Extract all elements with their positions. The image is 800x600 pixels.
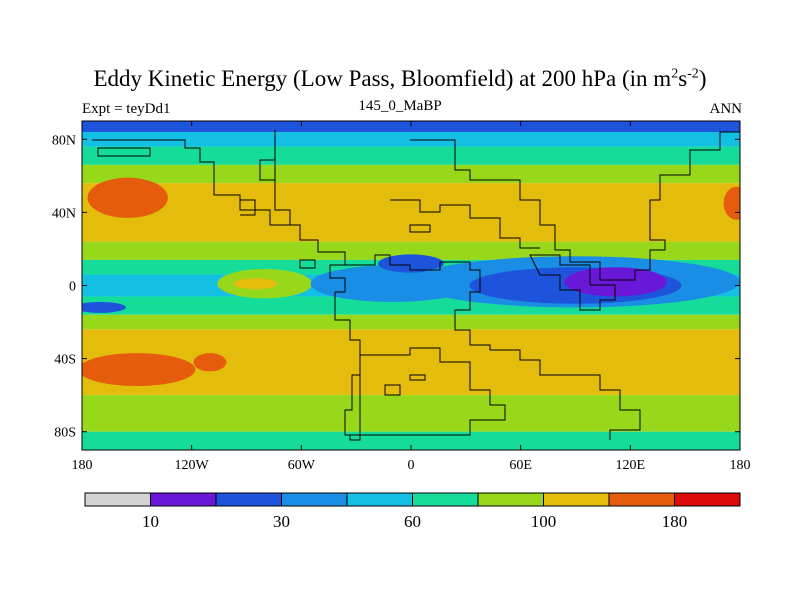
contour-band-5	[82, 241, 740, 260]
x-tick-label: 120E	[616, 458, 646, 473]
y-tick-label: 80N	[52, 133, 76, 148]
colorbar-swatch-8	[608, 492, 675, 507]
contour-band-12	[82, 431, 740, 450]
x-tick-label: 60E	[509, 458, 532, 473]
y-tick-label: 40S	[54, 353, 76, 368]
contour-band-4	[82, 183, 740, 242]
season-label: ANN	[709, 101, 743, 117]
x-tick-label: 0	[408, 458, 415, 473]
contour-band-2	[82, 146, 740, 165]
colorbar-label: 10	[142, 512, 159, 531]
colorbar-swatch-5	[412, 492, 479, 507]
y-tick-label: 80S	[54, 426, 76, 441]
contour-region-5	[233, 278, 278, 290]
contour-band-11	[82, 395, 740, 432]
contour-band-0	[82, 121, 740, 132]
contour-region-7	[378, 254, 444, 273]
colorbar-swatch-2	[215, 492, 282, 507]
period-label: 145_0_MaBP	[358, 98, 442, 114]
colorbar-swatch-4	[346, 492, 413, 507]
colorbar-swatch-3	[281, 492, 348, 507]
contour-band-10	[82, 329, 740, 396]
contour-band-1	[82, 131, 740, 147]
x-tick-label: 180	[730, 458, 751, 473]
y-tick-label: 40N	[52, 206, 76, 221]
experiment-label: Expt = teyDd1	[82, 101, 171, 117]
y-tick-label: 0	[69, 280, 76, 295]
colorbar-swatch-0	[84, 492, 151, 507]
x-tick-label: 120W	[175, 458, 210, 473]
x-tick-label: 180	[72, 458, 93, 473]
x-tick-label: 60W	[288, 458, 316, 473]
contour-band-3	[82, 164, 740, 184]
contour-region-2	[82, 353, 196, 387]
colorbar-swatch-9	[674, 492, 741, 507]
coastline-outline	[92, 130, 740, 441]
colorbar-label: 30	[273, 512, 290, 531]
colorbar-label: 100	[531, 512, 557, 531]
contour-band-9	[82, 314, 740, 330]
contour-region-0	[87, 177, 168, 218]
contour-region-11	[82, 301, 126, 313]
colorbar-swatch-7	[543, 492, 610, 507]
colorbar-swatch-6	[477, 492, 544, 507]
contour-region-1	[723, 186, 740, 220]
colorbar-label: 180	[662, 512, 688, 531]
colorbar-swatch-1	[150, 492, 217, 507]
contour-region-3	[193, 353, 227, 372]
chart-title: Eddy Kinetic Energy (Low Pass, Bloomfiel…	[93, 66, 707, 91]
colorbar-label: 60	[404, 512, 421, 531]
